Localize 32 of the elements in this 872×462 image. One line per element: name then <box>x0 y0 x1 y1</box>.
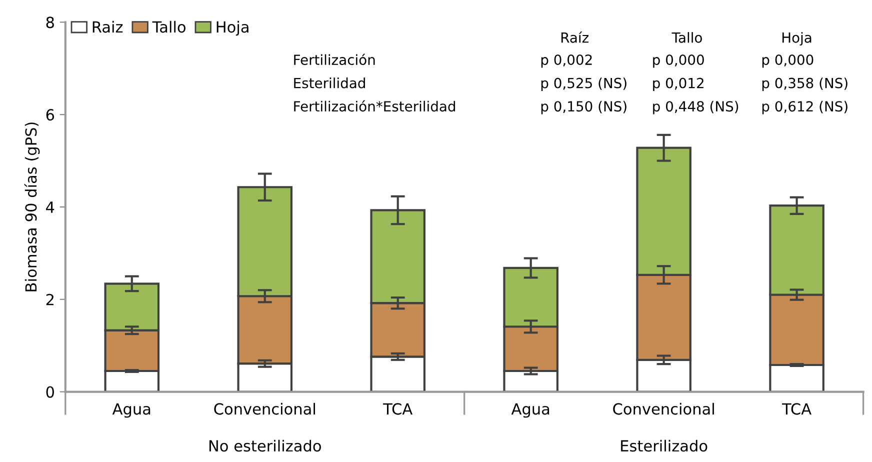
annotation: p 0,150 (NS) <box>541 100 626 114</box>
annotation: Esterilidad <box>294 78 365 88</box>
annotation: Raíz <box>561 32 588 43</box>
annotation: p 0,612 (NS) <box>762 100 848 114</box>
y-tick-label: 2 <box>46 294 54 306</box>
y-tick-label: 0 <box>46 386 54 398</box>
annotation: p 0,002 <box>541 54 592 68</box>
x-tick-label: TCA <box>782 403 812 415</box>
x-tick-label: Convencional <box>613 402 714 415</box>
annotation: Fertilización <box>294 54 375 66</box>
x-tick-label: TCA <box>383 403 412 415</box>
legend-label: Hoja <box>216 20 248 36</box>
annotation: Hoja <box>782 32 812 46</box>
text: Esterilizado <box>621 440 708 452</box>
text: No esterilizado <box>209 440 321 452</box>
annotation: p 0,448 (NS) <box>653 100 738 114</box>
annotation: p 0,012 <box>653 78 704 91</box>
x-tick-label: Convencional <box>214 402 315 415</box>
y-axis-title: Biomasa 90 días (gPS) <box>24 122 40 292</box>
annotation: p 0,000 <box>653 54 704 68</box>
annotation: Fertilización*Esterilidad <box>294 100 456 112</box>
legend-label: Tallo <box>152 20 186 33</box>
annotation: p 0,358 (NS) <box>762 78 848 91</box>
y-tick-label: 4 <box>46 202 54 213</box>
y-tick-label: 8 <box>46 16 54 28</box>
y-tick-label: 6 <box>46 109 54 121</box>
annotation: p 0,000 <box>762 54 814 68</box>
annotation: Tallo <box>672 32 702 43</box>
x-tick-label: Agua <box>112 403 150 418</box>
x-tick-label: Agua <box>511 403 550 418</box>
legend-label: Raiz <box>92 20 123 33</box>
annotation: p 0,525 (NS) <box>541 78 626 91</box>
